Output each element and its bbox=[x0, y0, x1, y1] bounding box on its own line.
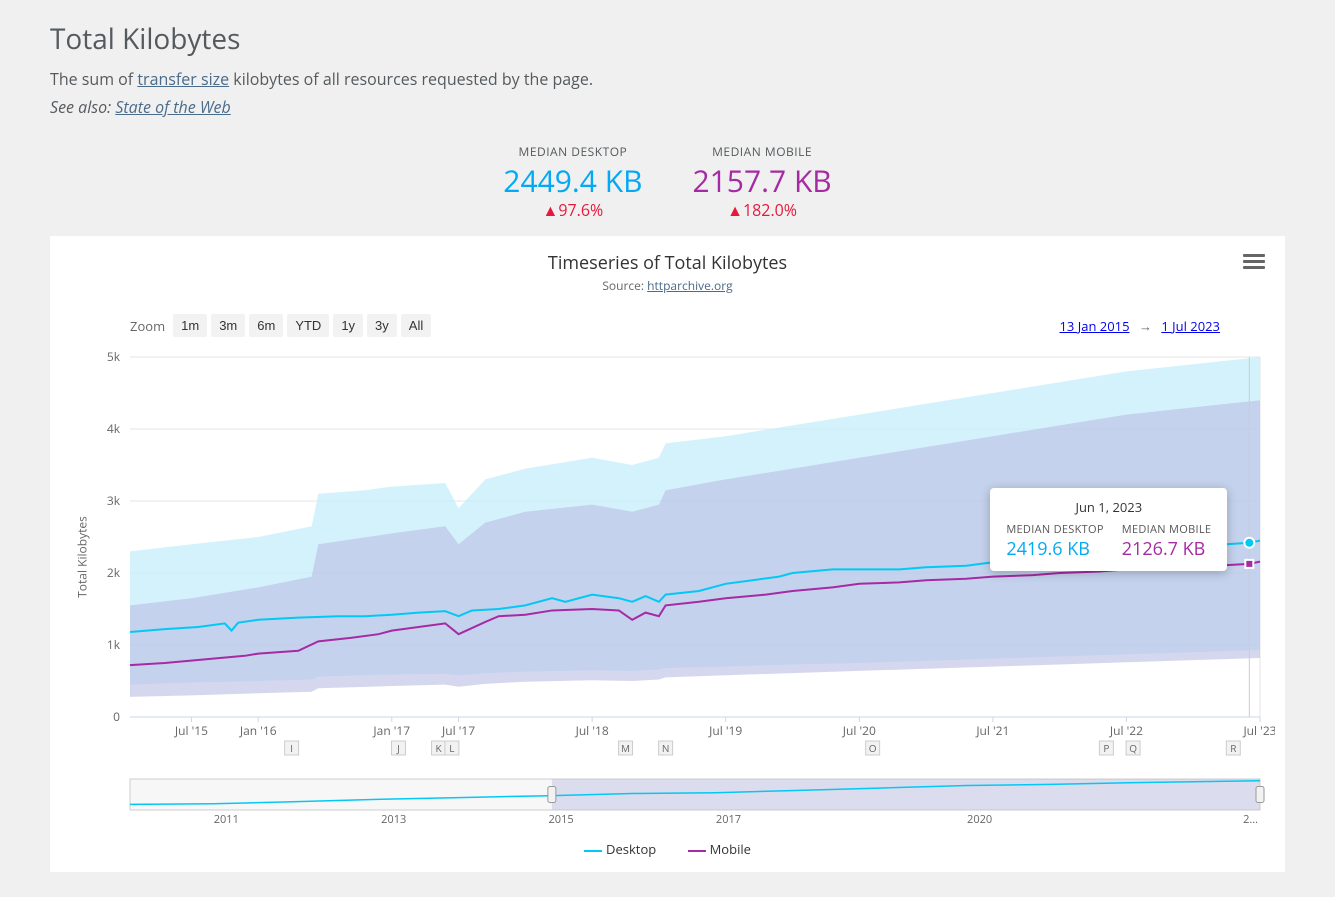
svg-text:K: K bbox=[435, 741, 442, 755]
svg-text:Q: Q bbox=[1129, 741, 1137, 755]
legend-desktop[interactable]: Desktop bbox=[584, 840, 660, 858]
legend-desktop-label: Desktop bbox=[606, 840, 656, 858]
svg-text:Jul '15: Jul '15 bbox=[174, 722, 208, 739]
legend-mobile-label: Mobile bbox=[710, 840, 751, 858]
svg-text:5k: 5k bbox=[107, 348, 121, 365]
hamburger-icon bbox=[1243, 266, 1265, 269]
zoom-button-3y[interactable]: 3y bbox=[367, 314, 397, 337]
svg-text:2k: 2k bbox=[107, 564, 121, 581]
svg-text:N: N bbox=[662, 741, 670, 755]
zoom-button-3m[interactable]: 3m bbox=[211, 314, 245, 337]
chart-legend: Desktop Mobile bbox=[60, 826, 1275, 862]
transfer-size-link[interactable]: transfer size bbox=[137, 68, 229, 90]
zoom-button-6m[interactable]: 6m bbox=[249, 314, 283, 337]
zoom-button-1m[interactable]: 1m bbox=[173, 314, 207, 337]
svg-text:M: M bbox=[621, 741, 630, 755]
navigator[interactable]: 2011 2013 2015 2017 2020 2… bbox=[60, 771, 1275, 826]
svg-text:2017: 2017 bbox=[716, 812, 741, 826]
svg-text:3k: 3k bbox=[107, 492, 121, 509]
median-desktop-label: MEDIAN DESKTOP bbox=[503, 143, 642, 160]
svg-text:Jan '17: Jan '17 bbox=[372, 722, 410, 739]
svg-text:2015: 2015 bbox=[549, 812, 574, 826]
chart-subtitle-pre: Source: bbox=[602, 277, 647, 294]
chart-source-link[interactable]: httparchive.org bbox=[647, 277, 733, 294]
zoom-button-1y[interactable]: 1y bbox=[333, 314, 363, 337]
chart-tooltip: Jun 1, 2023 MEDIAN DESKTOP 2419.6 KB MED… bbox=[990, 488, 1227, 571]
median-mobile-change: ▲182.0% bbox=[693, 199, 832, 221]
tooltip-desktop-label: MEDIAN DESKTOP bbox=[1006, 522, 1103, 537]
median-desktop-change: ▲97.6% bbox=[503, 199, 642, 221]
see-also: See also: State of the Web bbox=[50, 96, 1285, 118]
state-of-web-link[interactable]: State of the Web bbox=[115, 96, 230, 118]
svg-text:2020: 2020 bbox=[967, 812, 992, 826]
svg-text:Jan '16: Jan '16 bbox=[239, 722, 277, 739]
zoom-row: Zoom 1m3m6mYTD1y3yAll 13 Jan 2015 → 1 Ju… bbox=[60, 314, 1275, 347]
chart-subtitle: Source: httparchive.org bbox=[60, 277, 1275, 294]
svg-text:Jul '23: Jul '23 bbox=[1242, 722, 1275, 739]
svg-text:Jul '18: Jul '18 bbox=[575, 722, 609, 739]
legend-mobile[interactable]: Mobile bbox=[688, 840, 751, 858]
svg-text:Jul '17: Jul '17 bbox=[441, 722, 475, 739]
svg-text:0: 0 bbox=[113, 708, 120, 725]
tooltip-desktop-value: 2419.6 KB bbox=[1006, 537, 1103, 561]
tooltip-date: Jun 1, 2023 bbox=[1006, 498, 1211, 516]
chart-card: Timeseries of Total Kilobytes Source: ht… bbox=[50, 236, 1285, 872]
svg-text:2013: 2013 bbox=[381, 812, 406, 826]
chart-menu-button[interactable] bbox=[1243, 250, 1265, 272]
legend-mobile-swatch bbox=[688, 850, 706, 852]
zoom-button-ytd[interactable]: YTD bbox=[287, 314, 329, 337]
median-mobile: MEDIAN MOBILE 2157.7 KB ▲182.0% bbox=[693, 143, 832, 221]
desc-post: kilobytes of all resources requested by … bbox=[229, 68, 593, 90]
hamburger-icon bbox=[1243, 254, 1265, 257]
svg-text:Jul '22: Jul '22 bbox=[1109, 722, 1143, 739]
svg-text:Jul '20: Jul '20 bbox=[842, 722, 876, 739]
hamburger-icon bbox=[1243, 260, 1265, 263]
plot-area[interactable]: Total Kilobytes 0 1k 2k 3k 4k 5k Jul '15 Jan '1… bbox=[60, 347, 1275, 767]
svg-text:R: R bbox=[1230, 741, 1236, 755]
arrow-icon: → bbox=[1139, 317, 1152, 335]
zoom-button-all[interactable]: All bbox=[401, 314, 431, 337]
see-also-label: See also: bbox=[50, 96, 115, 118]
svg-text:Jul '19: Jul '19 bbox=[708, 722, 742, 739]
svg-text:O: O bbox=[869, 741, 877, 755]
zoom-start-date[interactable]: 13 Jan 2015 bbox=[1060, 317, 1130, 335]
chart-title: Timeseries of Total Kilobytes bbox=[60, 251, 1275, 275]
median-summary: MEDIAN DESKTOP 2449.4 KB ▲97.6% MEDIAN M… bbox=[50, 143, 1285, 221]
page-title: Total Kilobytes bbox=[50, 20, 1285, 58]
svg-text:1k: 1k bbox=[107, 636, 121, 653]
median-desktop: MEDIAN DESKTOP 2449.4 KB ▲97.6% bbox=[503, 143, 642, 221]
median-mobile-label: MEDIAN MOBILE bbox=[693, 143, 832, 160]
svg-text:L: L bbox=[449, 741, 454, 755]
svg-text:4k: 4k bbox=[107, 420, 121, 437]
description: The sum of transfer size kilobytes of al… bbox=[50, 68, 1285, 90]
svg-text:I: I bbox=[290, 741, 293, 755]
zoom-label: Zoom bbox=[130, 317, 165, 335]
zoom-end-date[interactable]: 1 Jul 2023 bbox=[1161, 317, 1220, 335]
tooltip-mobile-label: MEDIAN MOBILE bbox=[1122, 522, 1212, 537]
y-axis-title: Total Kilobytes bbox=[74, 516, 91, 598]
svg-text:Jul '21: Jul '21 bbox=[975, 722, 1009, 739]
svg-text:2…: 2… bbox=[1243, 812, 1258, 826]
zoom-date-range: 13 Jan 2015 → 1 Jul 2023 bbox=[1060, 317, 1221, 335]
median-desktop-value: 2449.4 KB bbox=[503, 164, 642, 197]
legend-desktop-swatch bbox=[584, 850, 602, 852]
svg-text:P: P bbox=[1103, 741, 1109, 755]
tooltip-mobile-value: 2126.7 KB bbox=[1122, 537, 1212, 561]
median-mobile-value: 2157.7 KB bbox=[693, 164, 832, 197]
desc-pre: The sum of bbox=[50, 68, 137, 90]
svg-text:J: J bbox=[396, 741, 400, 755]
svg-text:2011: 2011 bbox=[214, 812, 239, 826]
